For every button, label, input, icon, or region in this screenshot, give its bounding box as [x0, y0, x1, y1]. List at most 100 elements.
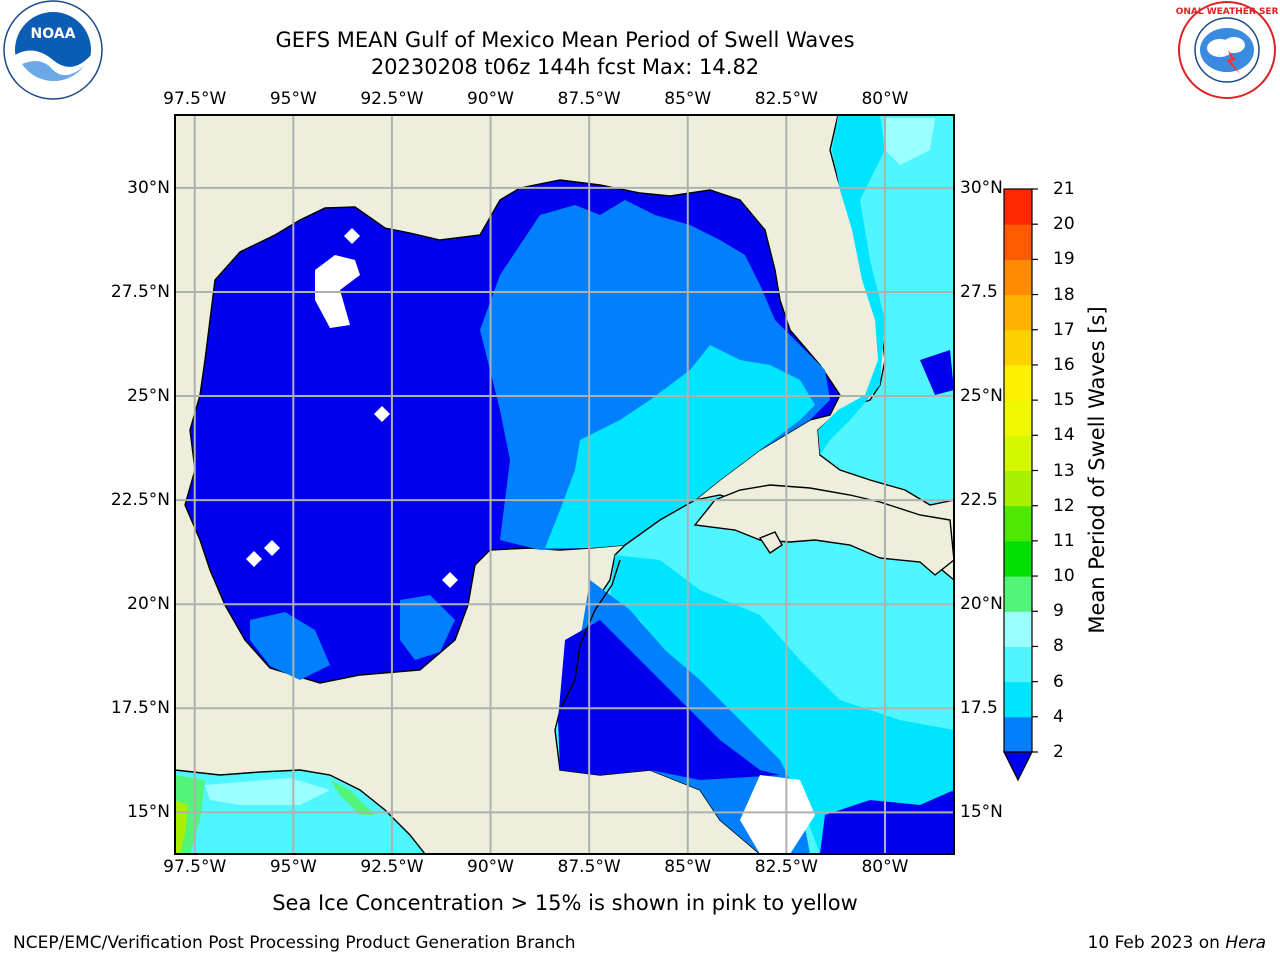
x-tick-label-bottom: 92.5°W	[360, 857, 424, 877]
nws-logo-text: NATIONAL WEATHER SERVICE	[1176, 7, 1278, 17]
colorbar-bin	[1004, 540, 1032, 577]
nws-logo: NATIONAL WEATHER SERVICE	[1176, 1, 1278, 99]
footer-date: 10 Feb 2023 on Hera	[1088, 933, 1266, 953]
atlantic-pale	[885, 118, 935, 165]
x-tick-label-bottom: 85°W	[664, 857, 712, 877]
caribbean-nodata	[740, 775, 815, 854]
gulf-west-patch	[250, 612, 330, 680]
no-data-patch	[264, 540, 280, 556]
colorbar-bin	[1004, 329, 1032, 366]
sea-ice-note: Sea Ice Concentration > 15% is shown in …	[272, 891, 858, 915]
footer-host: Hera	[1225, 933, 1266, 953]
y-tick-label-left: 30°N	[127, 177, 170, 198]
colorbar-bin	[1004, 435, 1032, 471]
colorbar-tick-label: 18	[1053, 284, 1075, 305]
colorbar-tick-label: 12	[1053, 495, 1075, 516]
colorbar-tick-label: 6	[1053, 671, 1064, 692]
x-tick-label-top: 90°W	[467, 89, 515, 109]
y-tick-label-left: 27.5°N	[110, 281, 170, 302]
pacific-pale	[205, 778, 330, 805]
caribbean-deep	[558, 620, 780, 780]
grid-lines	[175, 115, 954, 854]
caribbean-corner	[820, 790, 954, 854]
no-data-patch	[374, 406, 390, 422]
colorbar-tick-label: 14	[1053, 425, 1075, 446]
noaa-logo: NOAA	[3, 0, 103, 100]
x-tick-label-bottom: 80°W	[861, 857, 909, 877]
x-tick-label-top: 95°W	[269, 89, 317, 109]
colorbar-tick-label: 21	[1053, 179, 1075, 199]
colorbar-tick-label: 15	[1053, 390, 1075, 411]
pacific-green-edge	[330, 780, 375, 815]
colorbar-bin	[1004, 470, 1032, 507]
x-tick-label-top: 97.5°W	[163, 89, 227, 109]
y-tick-label-right: 17.5	[960, 698, 998, 719]
colorbar-bin	[1004, 400, 1032, 436]
x-tick-label-top: 82.5°W	[754, 89, 818, 109]
colorbar	[1003, 188, 1038, 782]
colorbar-bin	[1004, 681, 1032, 718]
colorbar-bin	[1004, 716, 1032, 753]
x-tick-label-bottom: 87.5°W	[557, 857, 621, 877]
colorbar-tick-label: 20	[1053, 214, 1075, 235]
x-tick-label-bottom: 95°W	[269, 857, 317, 877]
no-data-patch	[344, 228, 360, 244]
colorbar-bin	[1004, 294, 1032, 331]
y-tick-label-left: 25°N	[127, 386, 170, 407]
colorbar-label: Mean Period of Swell Waves [s]	[1085, 306, 1109, 634]
pacific-lime	[175, 800, 188, 854]
yucatan-coast	[559, 559, 621, 711]
colorbar-tick-label: 8	[1053, 636, 1064, 657]
x-tick-label-top: 80°W	[861, 89, 909, 109]
chart-subtitle: 20230208 t06z 144h fcst Max: 14.82	[370, 55, 760, 79]
colorbar-bin	[1004, 224, 1032, 260]
colorbar-tick-label: 9	[1053, 601, 1064, 622]
colorbar-bin	[1004, 505, 1032, 542]
x-tick-label-bottom: 97.5°W	[163, 857, 227, 877]
colorbar-tick-label: 10	[1053, 566, 1075, 587]
no-data-patch	[442, 572, 458, 588]
footer-date-text: 10 Feb 2023 on	[1087, 933, 1226, 953]
colorbar-extend-min	[1003, 751, 1033, 782]
isla-juventud	[758, 531, 783, 554]
x-tick-label-top: 92.5°W	[360, 89, 424, 109]
y-tick-label-right: 22.5	[960, 490, 998, 511]
cuba-land	[693, 484, 954, 576]
colorbar-tick-label: 17	[1053, 319, 1075, 340]
colorbar-tick-label: 4	[1053, 706, 1064, 727]
colorbar-bin	[1004, 259, 1032, 296]
colorbar-tick-label: 16	[1053, 354, 1075, 375]
x-tick-label-top: 85°W	[664, 89, 712, 109]
y-tick-label-right: 15°N	[960, 802, 1003, 823]
y-tick-label-right: 27.5	[960, 281, 998, 302]
colorbar-bin	[1004, 611, 1032, 647]
noaa-logo-text: NOAA	[31, 26, 76, 42]
caribbean-cyan	[610, 555, 954, 854]
colorbar-bin	[1004, 576, 1032, 612]
y-tick-label-right: 30°N	[960, 177, 1003, 198]
y-tick-label-left: 15°N	[127, 802, 170, 823]
map-frame	[174, 114, 955, 855]
y-tick-label-right: 25°N	[960, 386, 1003, 407]
atlantic-blue	[920, 350, 954, 395]
x-tick-label-bottom: 82.5°W	[754, 857, 818, 877]
colorbar-tick-label: 2	[1053, 742, 1064, 762]
y-tick-label-left: 17.5°N	[110, 698, 170, 719]
y-tick-label-left: 20°N	[127, 594, 170, 615]
colorbar-bin	[1004, 189, 1032, 225]
chart-title: GEFS MEAN Gulf of Mexico Mean Period of …	[275, 28, 855, 52]
colorbar-bin	[1004, 364, 1032, 401]
colorbar-tick-label: 11	[1053, 530, 1075, 551]
no-data-patch	[246, 551, 262, 567]
gulf-south-patch	[400, 595, 455, 660]
footer-credit: NCEP/EMC/Verification Post Processing Pr…	[13, 933, 576, 953]
colorbar-tick-label: 19	[1053, 249, 1075, 270]
colorbar-bin	[1004, 646, 1032, 683]
atlantic-cyan	[818, 115, 885, 455]
colorbar-tick-label: 13	[1053, 460, 1075, 481]
x-tick-label-bottom: 90°W	[467, 857, 515, 877]
x-tick-label-top: 87.5°W	[557, 89, 621, 109]
y-tick-label-right: 20°N	[960, 594, 1003, 615]
y-tick-label-left: 22.5°N	[110, 490, 170, 511]
